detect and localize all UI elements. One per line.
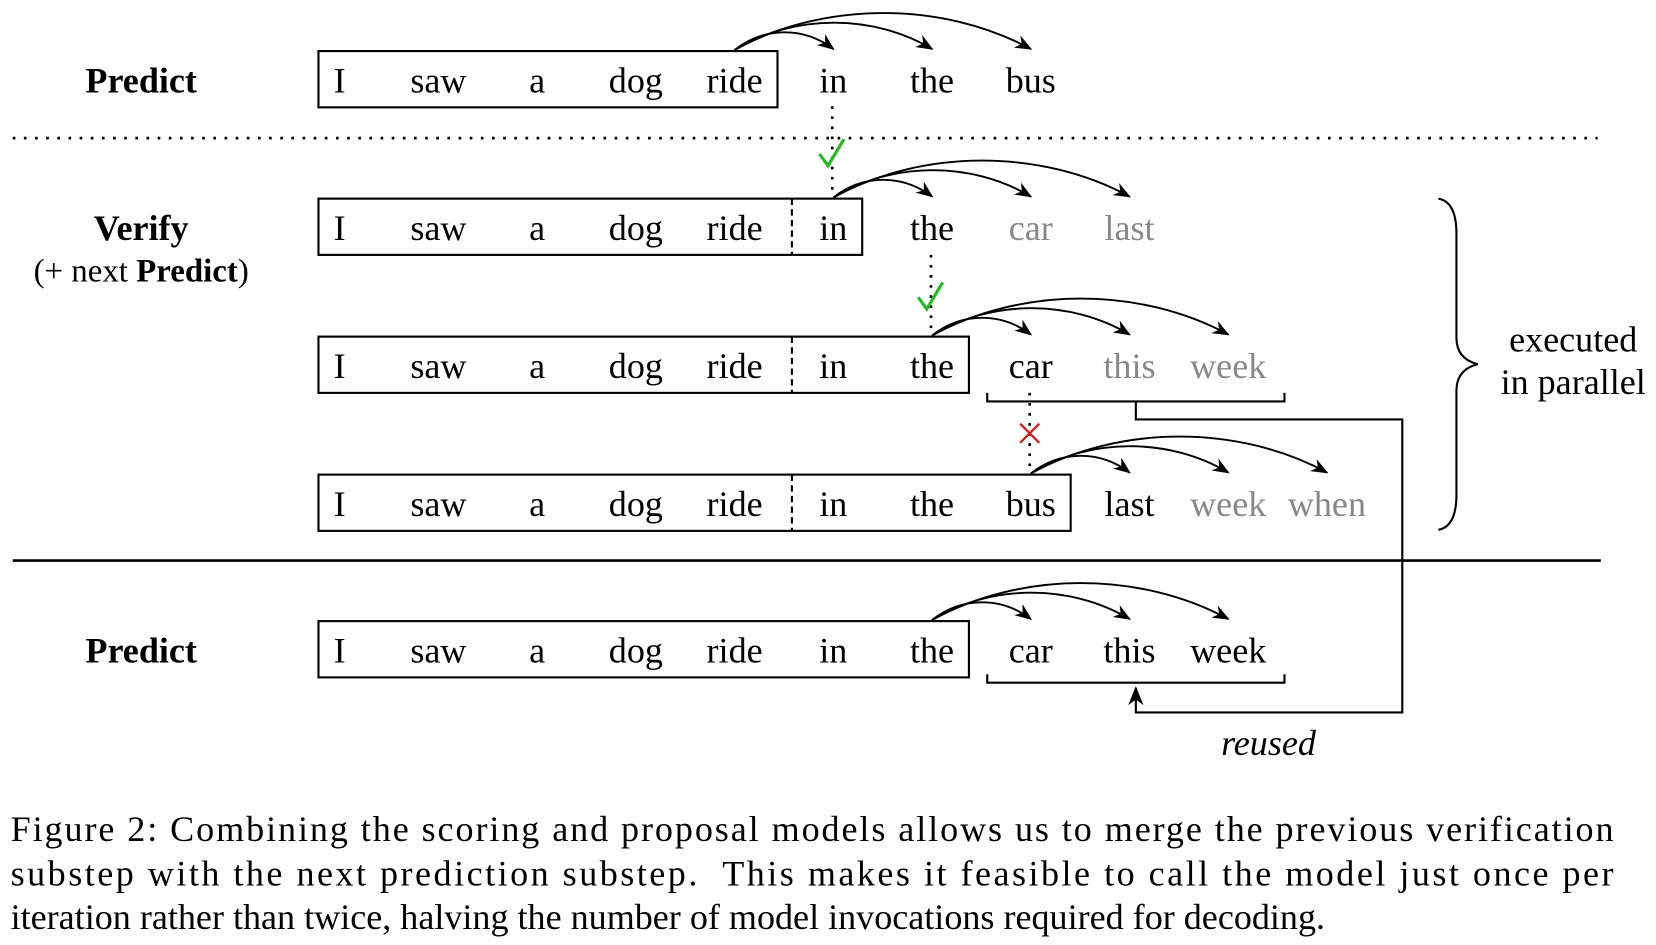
bracket — [986, 392, 1286, 403]
token: I — [334, 208, 346, 248]
caption-line: Figure 2: Combining the scoring and prop… — [11, 809, 1614, 849]
token: week — [1190, 631, 1267, 671]
token: last — [1104, 484, 1154, 524]
token: in — [819, 484, 847, 524]
dependency-arc — [832, 159, 1131, 199]
token: bus — [1006, 60, 1056, 100]
token: saw — [410, 631, 466, 671]
token: the — [910, 208, 954, 248]
token-draft: when — [1288, 484, 1366, 524]
reused-note: reused — [1221, 723, 1317, 763]
token-draft: car — [1009, 208, 1053, 248]
token: ride — [707, 631, 763, 671]
token: a — [529, 60, 545, 100]
token: saw — [410, 208, 466, 248]
token-draft: this — [1103, 346, 1155, 386]
token-draft: week — [1190, 346, 1267, 386]
token: car — [1009, 631, 1053, 671]
cross-mark — [1019, 422, 1041, 444]
context-box — [317, 473, 1072, 532]
token: ride — [707, 60, 763, 100]
token-draft: last — [1104, 208, 1154, 248]
token: a — [529, 484, 545, 524]
token: bus — [1006, 484, 1056, 524]
sublabel-part: (+ next — [34, 253, 137, 289]
token: a — [529, 208, 545, 248]
token: dog — [609, 60, 663, 100]
token: I — [334, 484, 346, 524]
dependency-arc — [931, 297, 1230, 337]
parallel-note: in parallel — [1501, 362, 1646, 402]
context-box — [317, 620, 970, 679]
token: ride — [707, 208, 763, 248]
caption-line: iteration rather than twice, halving the… — [11, 897, 1325, 937]
row-label: Predict — [85, 631, 197, 671]
token: the — [910, 60, 954, 100]
context-box — [317, 197, 864, 256]
token: a — [529, 346, 545, 386]
token: I — [334, 631, 346, 671]
token: I — [334, 346, 346, 386]
token: a — [529, 631, 545, 671]
row-label: Verify — [94, 208, 189, 248]
dependency-arc — [931, 582, 1230, 621]
token: car — [1009, 346, 1053, 386]
sublabel-part: Predict — [136, 253, 238, 289]
token: the — [910, 346, 954, 386]
token: dog — [609, 631, 663, 671]
token: I — [334, 60, 346, 100]
token: saw — [410, 484, 466, 524]
token: in — [819, 208, 847, 248]
token: ride — [707, 346, 763, 386]
token: this — [1103, 631, 1155, 671]
check-mark — [818, 138, 846, 169]
token: dog — [609, 346, 663, 386]
token: the — [910, 484, 954, 524]
dependency-arc — [1030, 435, 1329, 475]
token: ride — [707, 484, 763, 524]
token: dog — [609, 208, 663, 248]
context-box — [317, 335, 970, 394]
check-mark — [916, 281, 945, 312]
row-sublabel: (+ next Predict) — [34, 253, 249, 289]
token: in — [819, 631, 847, 671]
token: saw — [410, 346, 466, 386]
sublabel-part: ) — [238, 253, 249, 289]
reuse-connector — [1128, 401, 1404, 714]
token: saw — [410, 60, 466, 100]
dependency-arc — [734, 12, 1033, 51]
token: in — [819, 60, 847, 100]
token: dog — [609, 484, 663, 524]
caption-line: substep with the next prediction substep… — [11, 853, 1614, 893]
bracket — [986, 674, 1286, 684]
row-label: Predict — [85, 60, 197, 100]
parallel-note: executed — [1509, 319, 1637, 359]
token-draft: week — [1190, 484, 1267, 524]
token: the — [910, 631, 954, 671]
token: in — [819, 346, 847, 386]
context-box — [317, 50, 779, 109]
curly-brace — [1438, 197, 1478, 531]
